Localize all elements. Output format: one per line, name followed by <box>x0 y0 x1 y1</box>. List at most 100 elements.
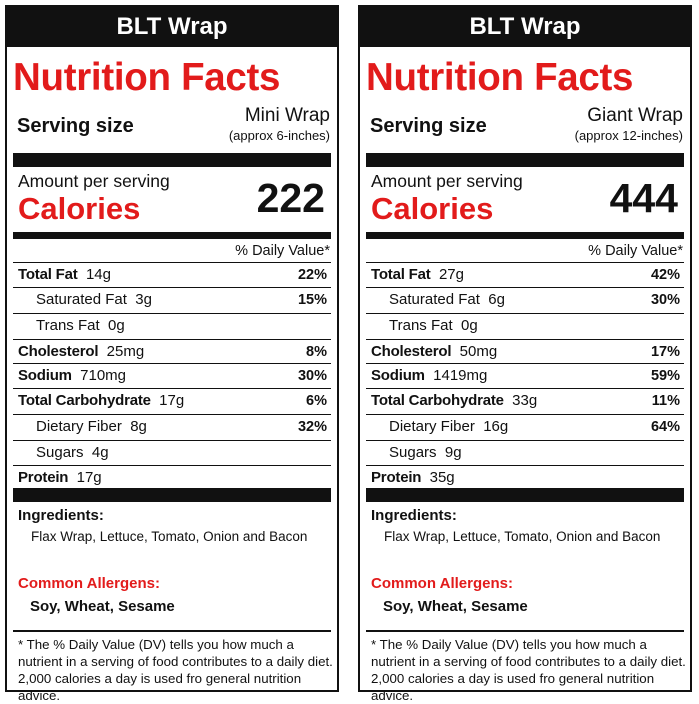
nutrient-name: Sodium <box>18 367 72 384</box>
nutrient-row-cholesterol: Cholesterol 25mg 8% <box>13 339 331 364</box>
serving-size-value: Mini Wrap <box>244 105 330 126</box>
footnote-text: * The % Daily Value (DV) tells you how m… <box>371 637 686 703</box>
nutrient-row-sugars: Sugars 4g <box>13 440 331 465</box>
nutrient-name: Sugars <box>36 444 84 461</box>
nutrient-name: Sugars <box>389 444 437 461</box>
calories-label: Calories <box>371 191 494 226</box>
nutrient-name: Trans Fat <box>36 317 100 334</box>
nutrient-amount: 35g <box>429 469 455 486</box>
footnote-divider <box>366 630 684 632</box>
nutrient-amount: 16g <box>483 418 509 435</box>
allergens-label: Common Allergens: <box>371 575 513 592</box>
nutrient-amount: 17g <box>76 469 102 486</box>
nutrition-label-giant: BLT Wrap Nutrition Facts Serving size Gi… <box>358 5 692 703</box>
nutrient-amount: 1419mg <box>433 367 488 384</box>
nutrient-name: Total Fat <box>18 266 78 283</box>
allergens-text: Soy, Wheat, Sesame <box>383 598 528 615</box>
footnote-divider <box>13 630 331 632</box>
nutrient-row-protein: Protein 17g <box>13 465 331 490</box>
nutrient-amount: 33g <box>512 392 538 409</box>
nutrient-dv: 30% <box>297 368 327 384</box>
allergens-label: Common Allergens: <box>18 575 160 592</box>
nutrient-amount: 8g <box>130 418 147 435</box>
ingredients-label: Ingredients: <box>18 507 104 524</box>
medium-divider <box>366 232 684 239</box>
nutrient-name: Saturated Fat <box>389 291 480 308</box>
nutrient-dv: 17% <box>650 344 680 360</box>
nutrient-amount: 17g <box>159 392 185 409</box>
nutrient-amount: 14g <box>85 266 111 283</box>
nutrient-name: Protein <box>18 469 69 486</box>
nutrient-row-sugars: Sugars 9g <box>366 440 684 465</box>
amount-per-serving: Amount per serving <box>371 171 523 191</box>
nutrient-row-total-fat: Total Fat 27g 42% <box>366 262 684 287</box>
nutrient-row-total-carbohydrate: Total Carbohydrate 33g 11% <box>366 388 684 413</box>
nutrient-dv: 59% <box>650 368 680 384</box>
nutrient-name: Total Carbohydrate <box>371 392 504 409</box>
nutrient-row-cholesterol: Cholesterol 50mg 17% <box>366 339 684 364</box>
nutrient-dv: 8% <box>306 344 327 360</box>
nutrition-facts-title: Nutrition Facts <box>366 56 634 99</box>
nutrient-amount: 4g <box>91 444 109 461</box>
nutrient-name: Total Carbohydrate <box>18 392 151 409</box>
ingredients-text: Flax Wrap, Lettuce, Tomato, Onion and Ba… <box>384 529 661 544</box>
nutrient-amount: 710mg <box>80 367 127 384</box>
thick-divider <box>13 488 331 502</box>
nutrient-dv: 15% <box>297 292 327 308</box>
nutrient-name: Dietary Fiber <box>389 418 475 435</box>
serving-size-value: Giant Wrap <box>587 105 683 126</box>
nutrient-dv: 6% <box>306 393 327 409</box>
thick-divider <box>13 153 331 167</box>
medium-divider <box>13 232 331 239</box>
calories-label: Calories <box>18 191 141 226</box>
nutrient-amount: 6g <box>488 291 505 308</box>
nutrient-row-trans-fat: Trans Fat 0g <box>366 313 684 338</box>
nutrient-name: Dietary Fiber <box>36 418 122 435</box>
nutrient-name: Cholesterol <box>371 343 452 360</box>
amount-per-serving: Amount per serving <box>18 171 170 191</box>
nutrient-name: Trans Fat <box>389 317 453 334</box>
allergens-text: Soy, Wheat, Sesame <box>30 598 175 615</box>
nutrient-name: Protein <box>371 469 422 486</box>
nutrient-row-sodium: Sodium 710mg 30% <box>13 363 331 388</box>
nutrient-dv: 32% <box>297 419 327 435</box>
serving-size-note: (approx 12-inches) <box>574 128 683 143</box>
nutrient-amount: 50mg <box>459 343 498 360</box>
nutrient-name: Saturated Fat <box>36 291 127 308</box>
nutrient-amount: 9g <box>444 444 462 461</box>
daily-value-header: % Daily Value* <box>588 243 683 259</box>
ingredients-text: Flax Wrap, Lettuce, Tomato, Onion and Ba… <box>31 529 308 544</box>
nutrient-name: Cholesterol <box>18 343 99 360</box>
product-name: BLT Wrap <box>360 7 690 47</box>
product-name: BLT Wrap <box>7 7 337 47</box>
nutrient-amount: 25mg <box>106 343 145 360</box>
nutrient-row-dietary-fiber: Dietary Fiber 16g 64% <box>366 414 684 439</box>
ingredients-label: Ingredients: <box>371 507 457 524</box>
nutrient-dv: 30% <box>650 292 680 308</box>
thick-divider <box>366 153 684 167</box>
nutrient-row-dietary-fiber: Dietary Fiber 8g 32% <box>13 414 331 439</box>
nutrient-dv: 42% <box>650 267 680 283</box>
nutrient-row-saturated-fat: Saturated Fat 6g 30% <box>366 287 684 312</box>
footnote-text: * The % Daily Value (DV) tells you how m… <box>18 637 333 703</box>
nutrient-row-protein: Protein 35g <box>366 465 684 490</box>
calories-value: 444 <box>609 175 678 221</box>
thick-divider <box>366 488 684 502</box>
nutrient-dv: 64% <box>650 419 680 435</box>
serving-size-label: Serving size <box>17 115 134 137</box>
nutrient-row-total-fat: Total Fat 14g 22% <box>13 262 331 287</box>
nutrient-name: Total Fat <box>371 266 431 283</box>
nutrient-row-sodium: Sodium 1419mg 59% <box>366 363 684 388</box>
nutrient-amount: 0g <box>107 317 125 334</box>
serving-size-label: Serving size <box>370 115 487 137</box>
nutrient-row-trans-fat: Trans Fat 0g <box>13 313 331 338</box>
nutrient-row-total-carbohydrate: Total Carbohydrate 17g 6% <box>13 388 331 413</box>
calories-value: 222 <box>256 175 325 221</box>
nutrient-amount: 3g <box>135 291 152 308</box>
nutrition-label-mini: BLT Wrap Nutrition Facts Serving size Mi… <box>5 5 339 703</box>
nutrient-amount: 27g <box>438 266 464 283</box>
serving-size-note: (approx 6-inches) <box>228 128 330 143</box>
nutrient-dv: 22% <box>297 267 327 283</box>
nutrient-row-saturated-fat: Saturated Fat 3g 15% <box>13 287 331 312</box>
daily-value-header: % Daily Value* <box>235 243 330 259</box>
